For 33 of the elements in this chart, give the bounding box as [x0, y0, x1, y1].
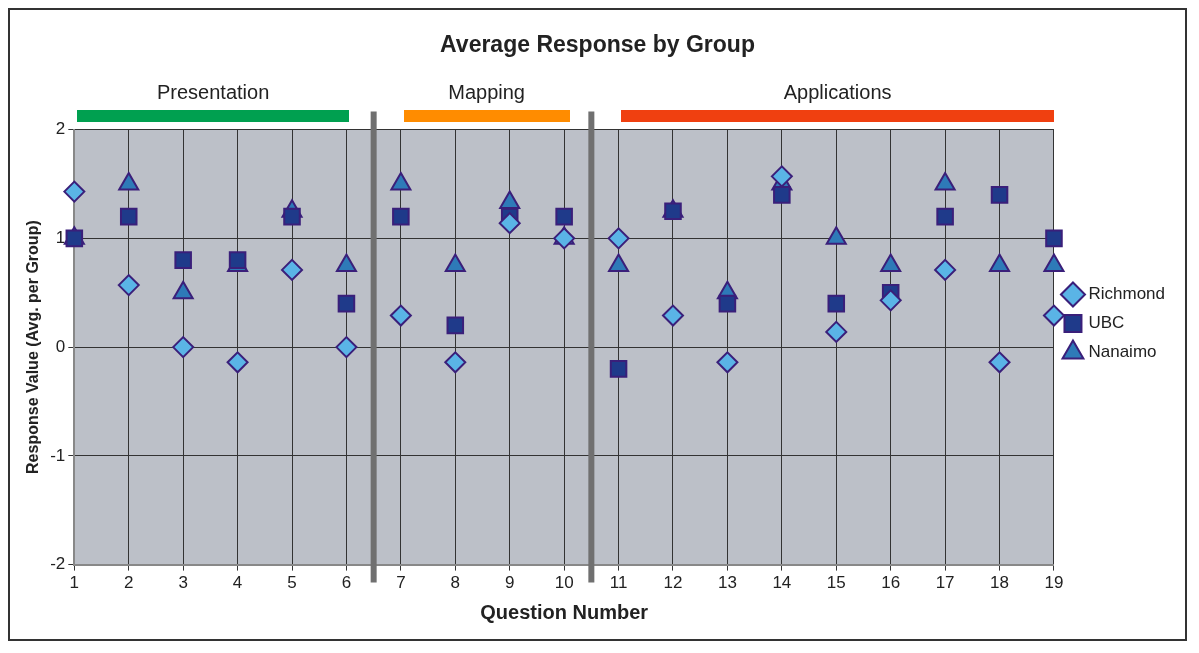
- y-tick-label: 0: [55, 336, 66, 356]
- x-tick-label: 3: [178, 573, 188, 593]
- y-tick-label: 2: [55, 119, 66, 139]
- x-tick-label: 1: [69, 573, 80, 593]
- text: Applications: [783, 81, 892, 104]
- legend-label: Richmond: [1088, 284, 1166, 304]
- x-tick-label: 14: [772, 573, 792, 593]
- y-tick-label: -2: [50, 554, 66, 574]
- x-tick-label: 7: [396, 573, 406, 593]
- text: Presentation: [156, 81, 270, 104]
- x-tick-label: 12: [663, 573, 683, 593]
- x-tick-label: 8: [450, 573, 461, 593]
- chart-title: Average Response by Group: [440, 31, 755, 58]
- x-tick-label: 5: [287, 573, 297, 593]
- text: Mapping: [448, 81, 525, 104]
- x-tick-label: 13: [717, 573, 737, 593]
- y-tick-label: -1: [50, 445, 66, 465]
- y-axis-title: Response Value (Avg. per Group): [24, 220, 42, 474]
- x-tick-label: 6: [341, 573, 352, 593]
- x-tick-label: 16: [881, 573, 901, 593]
- x-tick-label: 10: [554, 573, 574, 593]
- x-tick-label: 19: [1044, 573, 1064, 593]
- legend-label: UBC: [1088, 313, 1125, 333]
- x-tick-label: 11: [609, 573, 628, 593]
- x-tick-label: 15: [826, 573, 846, 593]
- y-tick-label: 1: [55, 228, 66, 248]
- x-tick-label: 17: [935, 573, 955, 593]
- x-tick-label: 9: [504, 573, 515, 593]
- x-tick-label: 18: [990, 573, 1009, 593]
- legend-label: Nanaimo: [1088, 342, 1157, 362]
- x-axis-title: Question Number: [480, 600, 649, 623]
- x-tick-label: 2: [124, 573, 134, 593]
- x-tick-label: 4: [232, 573, 243, 593]
